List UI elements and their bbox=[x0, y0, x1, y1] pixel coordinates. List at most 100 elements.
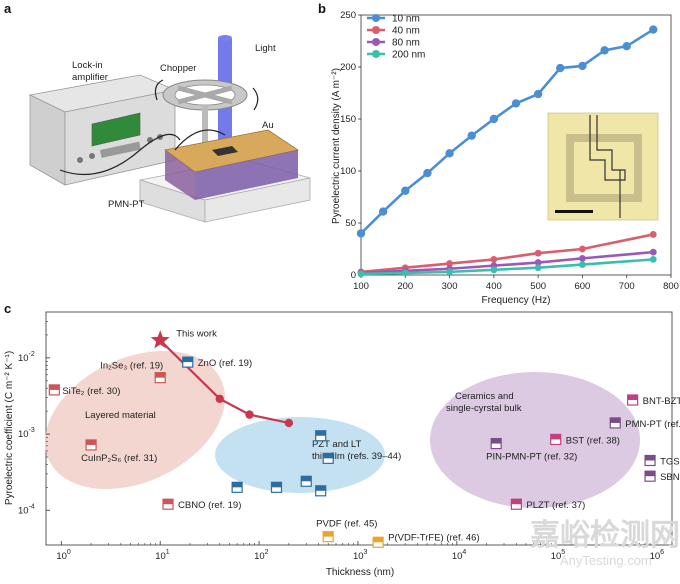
chart-b-y-tick-label: 0 bbox=[351, 270, 356, 281]
chart-b-y-tick-label: 200 bbox=[340, 62, 356, 73]
region-layered-label: Layered material bbox=[85, 410, 156, 421]
label-light: Light bbox=[255, 43, 276, 54]
chart-b-x-tick-label: 200 bbox=[397, 281, 413, 292]
chart-c-y-label: Pyroelectric coefficient (C m⁻² K⁻¹) bbox=[4, 351, 15, 505]
chart-c-x-tick-label: 101 bbox=[155, 549, 170, 562]
this-work-point bbox=[215, 394, 224, 404]
lit-point-label: CBNO (ref. 19) bbox=[178, 500, 241, 511]
panel-letter-a: a bbox=[4, 1, 12, 16]
region-thin-film-label-1: PZT and LT bbox=[312, 439, 361, 450]
label-lockin-line2: amplifier bbox=[72, 72, 108, 83]
lit-point-label: PLZT (ref. 37) bbox=[526, 500, 585, 511]
chart-b-point bbox=[446, 260, 453, 267]
light-beam-top bbox=[218, 35, 232, 41]
lit-point-label: BNT-BZT (ref. 36) bbox=[643, 396, 680, 407]
lit-point-label: In₂Se₃ (ref. 19) bbox=[100, 361, 163, 372]
inset-micrograph bbox=[547, 112, 659, 221]
lit-point-fill bbox=[627, 394, 638, 400]
chart-b-x-label: Frequency (Hz) bbox=[482, 295, 551, 306]
lit-point-fill bbox=[315, 485, 326, 491]
lit-point-label: SiTe₂ (ref. 30) bbox=[62, 386, 120, 397]
lit-point-fill bbox=[323, 453, 334, 459]
lit-point-label: SBN (ref. 35) bbox=[660, 472, 680, 483]
chart-b-point bbox=[489, 114, 499, 124]
chart-b-point bbox=[490, 256, 498, 263]
lit-point-fill bbox=[155, 372, 166, 378]
chart-b-x-tick-label: 500 bbox=[530, 281, 546, 292]
signal-cable-2 bbox=[174, 129, 226, 151]
watermark-cn: 嘉峪检测网 bbox=[530, 518, 680, 552]
chart-b-point bbox=[446, 268, 453, 276]
lit-point-fill bbox=[163, 499, 174, 505]
this-work-point bbox=[284, 418, 294, 428]
panel-letter-c: c bbox=[4, 301, 11, 316]
signal-cable bbox=[59, 133, 181, 176]
chart-b-y-tick-label: 250 bbox=[340, 10, 356, 21]
legend-label: 200 nm bbox=[392, 50, 425, 61]
chart-c-x-tick-label: 102 bbox=[254, 549, 269, 562]
lit-point-label: PIN-PMN-PT (ref. 32) bbox=[486, 452, 577, 463]
chart-b-point bbox=[490, 266, 498, 274]
label-chopper: Chopper bbox=[160, 63, 196, 74]
watermark-en: AnyTesting.com bbox=[560, 553, 652, 568]
chart-c-x-tick-label: 105 bbox=[551, 549, 566, 562]
chart-c-y-tick-label: 10-2 bbox=[18, 351, 35, 364]
sample-stack bbox=[139, 129, 311, 223]
chart-b-y-tick-label: 50 bbox=[345, 218, 356, 229]
chart-b-x-tick-label: 100 bbox=[353, 281, 369, 292]
region-thin-film bbox=[215, 417, 385, 493]
chart-b-point bbox=[600, 46, 609, 55]
chart-c-y-tick-label: 10-3 bbox=[18, 427, 35, 440]
chart-b-point bbox=[556, 63, 565, 73]
legend-swatch-marker bbox=[372, 14, 380, 22]
legend-swatch-marker bbox=[372, 50, 380, 58]
chart-b-point bbox=[445, 149, 454, 158]
this-work-label: This work bbox=[176, 328, 217, 339]
label-pmn-pt: PMN-PT bbox=[108, 199, 145, 210]
chart-c-x-tick-label: 104 bbox=[452, 549, 467, 562]
chart-b-point bbox=[357, 270, 365, 278]
chart-b-y-tick-label: 150 bbox=[340, 114, 356, 125]
chart-b-point bbox=[401, 269, 409, 277]
lit-point-fill bbox=[511, 499, 522, 505]
chart-b-point bbox=[378, 207, 388, 216]
chart-c-frame bbox=[45, 311, 673, 546]
lit-point-label: PVDF (ref. 45) bbox=[316, 519, 377, 530]
chart-b-point bbox=[649, 231, 657, 238]
chart-b-point bbox=[622, 42, 631, 51]
chart-b-point bbox=[579, 254, 586, 262]
lit-point-fill bbox=[645, 471, 656, 477]
legend-swatch-marker bbox=[372, 38, 380, 46]
chart-b-frame bbox=[360, 14, 672, 276]
lit-point-fill bbox=[550, 434, 561, 440]
chart-b-y-tick-label: 100 bbox=[340, 166, 356, 177]
lit-point-label: PMN-PT (ref. 28) bbox=[625, 419, 680, 430]
chart-b-point bbox=[356, 229, 366, 238]
chart-b-x-tick-label: 300 bbox=[442, 281, 458, 292]
chart-c-x-label: Thickness (nm) bbox=[326, 567, 394, 578]
chart-b-point bbox=[649, 25, 658, 34]
label-lockin-line1: Lock-in bbox=[72, 60, 103, 71]
chart-b-point bbox=[579, 261, 586, 268]
chart-b-x-tick-label: 700 bbox=[619, 281, 635, 292]
chart-b-point bbox=[649, 256, 657, 263]
chart-b-point bbox=[511, 99, 521, 108]
lit-point-fill bbox=[301, 476, 312, 482]
chart-b-point bbox=[467, 131, 476, 140]
lit-point-label: BST (ref. 38) bbox=[566, 435, 620, 446]
chart-b-point bbox=[401, 186, 410, 195]
chart-b-x-tick-label: 800 bbox=[663, 281, 679, 292]
lit-point-fill bbox=[271, 482, 282, 488]
lit-point-label: CuInP₂S₆ (ref. 31) bbox=[81, 453, 157, 464]
chart-b-point bbox=[533, 89, 543, 99]
chart-b-point bbox=[534, 249, 542, 257]
chart-b-point bbox=[579, 245, 586, 253]
legend-label: 40 nm bbox=[392, 26, 420, 37]
lit-point-label: ZnO (ref. 19) bbox=[198, 358, 252, 369]
lit-point-label: TGS (ref. 33) bbox=[660, 456, 680, 467]
label-au: Au bbox=[262, 120, 274, 131]
lit-point-fill bbox=[315, 430, 326, 436]
lit-point-fill bbox=[491, 438, 502, 444]
